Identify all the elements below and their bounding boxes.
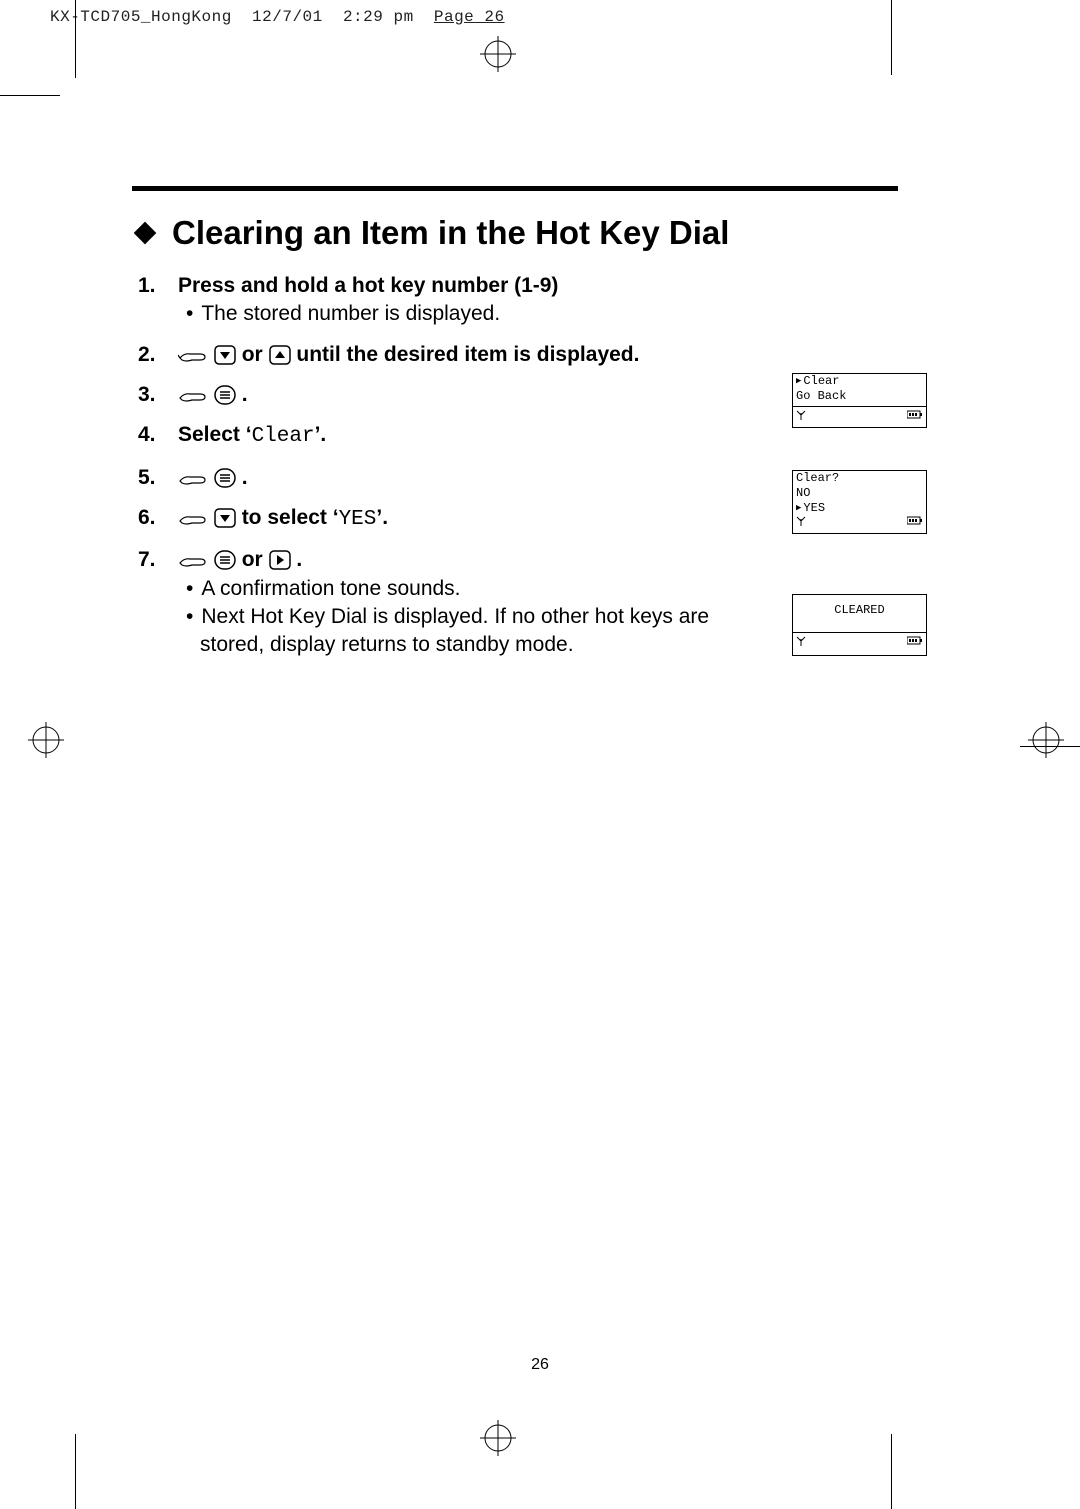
step-number: 5. bbox=[138, 464, 178, 492]
lcd-line: CLEARED bbox=[793, 595, 926, 618]
step-2: 2. or until the desired item is displaye… bbox=[138, 341, 714, 369]
step-text: until the desired item is displayed. bbox=[296, 343, 639, 366]
step-number: 7. bbox=[138, 546, 178, 659]
up-button-icon bbox=[269, 345, 291, 365]
step-6: 6. to select ‘YES’. bbox=[138, 504, 714, 534]
registration-mark-icon bbox=[1028, 722, 1064, 758]
step-text: or bbox=[242, 343, 269, 366]
down-button-icon bbox=[214, 345, 236, 365]
menu-button-icon bbox=[214, 385, 236, 405]
step-number: 3. bbox=[138, 381, 178, 409]
step-4: 4. Select ‘Clear’. bbox=[138, 421, 714, 451]
step-text: to select ‘ bbox=[242, 506, 339, 529]
down-button-icon bbox=[214, 508, 236, 528]
step-sub: The stored number is displayed. bbox=[178, 300, 714, 328]
antenna-icon bbox=[796, 636, 806, 652]
section-rule bbox=[132, 186, 898, 191]
step-text: . bbox=[242, 466, 248, 489]
header-time: 2:29 pm bbox=[343, 8, 414, 26]
step-number: 2. bbox=[138, 341, 178, 369]
menu-button-icon bbox=[214, 550, 236, 570]
step-text: ’. bbox=[315, 423, 327, 446]
header-date: 12/7/01 bbox=[252, 8, 323, 26]
crop-mark bbox=[0, 95, 60, 96]
page: KX-TCD705_HongKong 12/7/01 2:29 pm Page … bbox=[0, 0, 1080, 1509]
right-button-icon bbox=[269, 550, 291, 570]
crop-mark bbox=[75, 0, 76, 78]
step-5: 5. . bbox=[138, 464, 714, 492]
lcd-line: NO bbox=[793, 486, 926, 501]
title-text: Clearing an Item in the Hot Key Dial bbox=[172, 214, 729, 252]
crop-mark bbox=[891, 0, 892, 75]
step-number: 1. bbox=[138, 272, 178, 329]
steps-list: 1. Press and hold a hot key number (1-9)… bbox=[138, 272, 714, 672]
step-7: 7. or . A confirmation tone sounds. Next… bbox=[138, 546, 714, 659]
hand-point-icon bbox=[178, 345, 208, 365]
lcd-screen-1: Clear Go Back bbox=[792, 373, 927, 428]
hand-point-icon bbox=[178, 468, 208, 488]
diamond-icon bbox=[132, 220, 158, 246]
battery-icon bbox=[907, 410, 923, 426]
header-doc: KX-TCD705_HongKong bbox=[50, 8, 232, 26]
step-number: 6. bbox=[138, 504, 178, 534]
step-text: . bbox=[242, 383, 248, 406]
step-text: or bbox=[242, 548, 269, 571]
step-sub: Next Hot Key Dial is displayed. If no ot… bbox=[178, 603, 714, 660]
step-text: Select bbox=[178, 423, 246, 446]
step-sub: A confirmation tone sounds. bbox=[178, 575, 714, 603]
step-number: 4. bbox=[138, 421, 178, 451]
battery-icon bbox=[907, 516, 923, 532]
section-title: Clearing an Item in the Hot Key Dial bbox=[132, 214, 729, 252]
step-text: ’. bbox=[376, 506, 388, 529]
antenna-icon bbox=[796, 516, 806, 532]
step-text: Press and hold a hot key number (1-9) bbox=[178, 274, 558, 297]
lcd-line: Clear? bbox=[793, 471, 926, 486]
battery-icon bbox=[907, 636, 923, 652]
step-text: . bbox=[296, 548, 302, 571]
crop-mark bbox=[891, 1434, 892, 1509]
lcd-screen-2: Clear? NO YES bbox=[792, 470, 927, 534]
registration-mark-icon bbox=[480, 1420, 516, 1456]
code-text: Clear bbox=[252, 425, 315, 448]
header-page: Page 26 bbox=[434, 8, 505, 26]
hand-point-icon bbox=[178, 508, 208, 528]
print-header: KX-TCD705_HongKong 12/7/01 2:29 pm Page … bbox=[50, 8, 505, 26]
step-3: 3. . bbox=[138, 381, 714, 409]
page-number: 26 bbox=[0, 1356, 1080, 1374]
registration-mark-icon bbox=[480, 36, 516, 72]
registration-mark-icon bbox=[28, 722, 64, 758]
antenna-icon bbox=[796, 410, 806, 426]
hand-point-icon bbox=[178, 385, 208, 405]
lcd-line: Clear bbox=[793, 374, 926, 389]
code-text: YES bbox=[339, 508, 377, 531]
hand-point-icon bbox=[178, 550, 208, 570]
step-1: 1. Press and hold a hot key number (1-9)… bbox=[138, 272, 714, 329]
crop-mark bbox=[75, 1434, 76, 1509]
lcd-screen-3: CLEARED bbox=[792, 594, 927, 656]
menu-button-icon bbox=[214, 468, 236, 488]
lcd-line: Go Back bbox=[793, 389, 926, 404]
